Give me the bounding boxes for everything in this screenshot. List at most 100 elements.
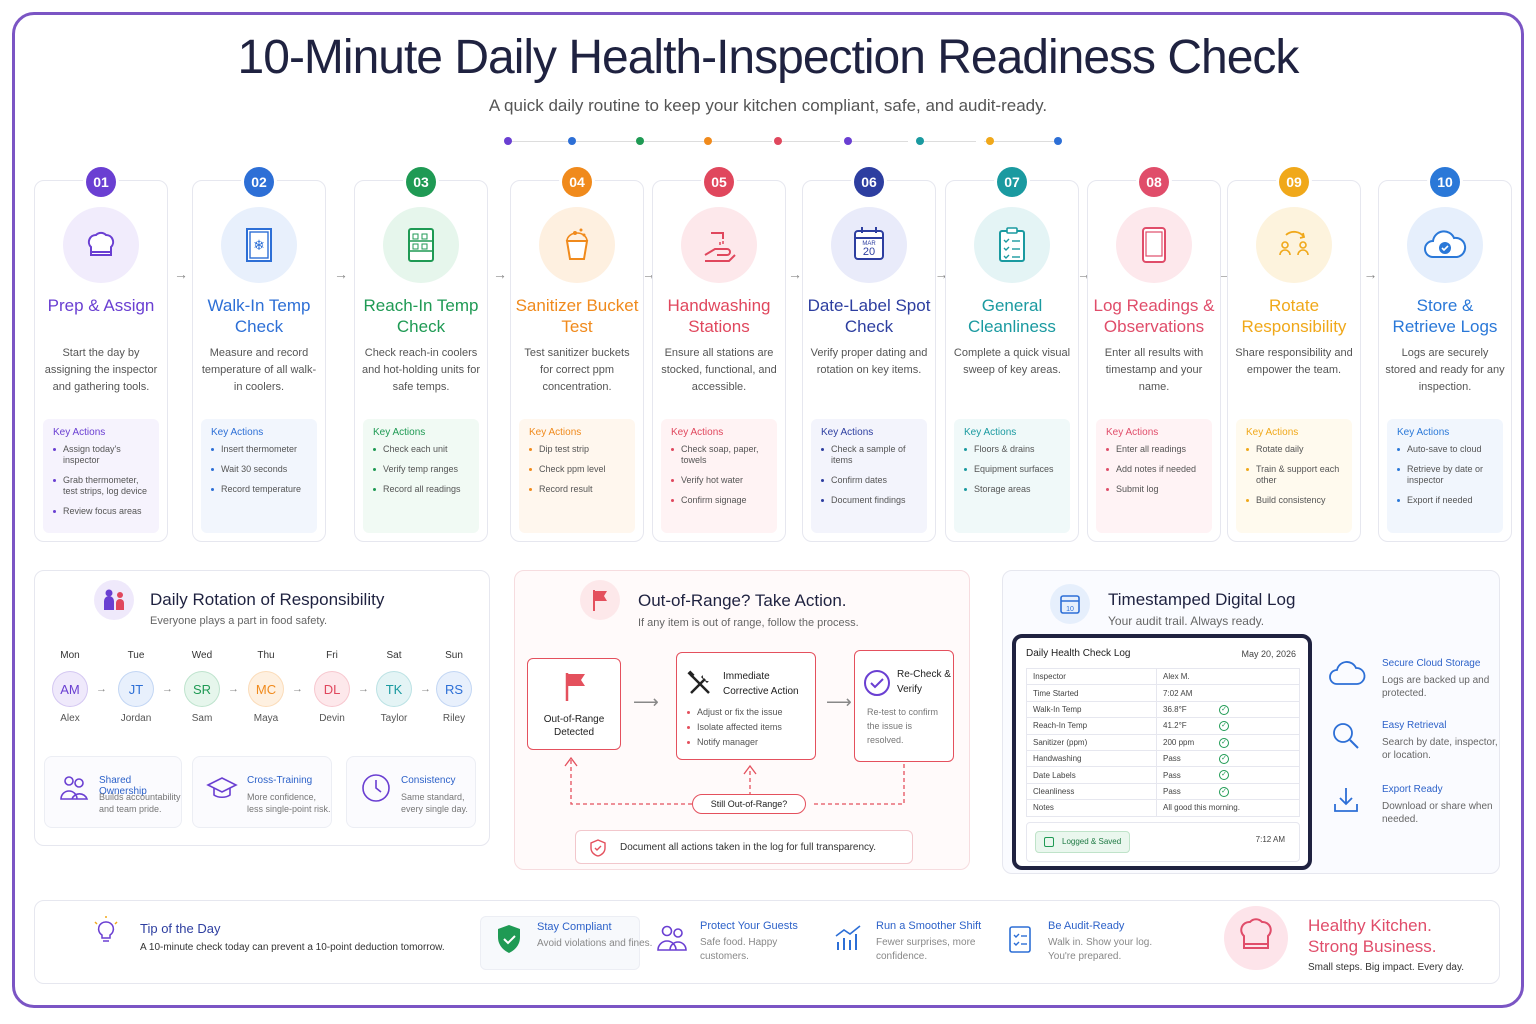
check-icon: ✓ [1219,721,1229,732]
cloud-icon [1326,654,1366,694]
log-value: Pass ✓ [1156,782,1300,801]
rotate-people-icon [1256,207,1332,283]
key-action-item: Auto-save to cloud [1397,444,1493,455]
footer-benefit: Be Audit-Ready Walk in. Show your log. Y… [992,916,1152,970]
saved-time: 7:12 AM [1255,835,1285,844]
card-title: Shared Ownership [99,775,147,797]
logged-saved-badge: Logged & Saved [1035,831,1131,853]
step-title: Reach-In Temp Check [363,296,479,336]
log-label: Notes [1026,799,1157,817]
log-row: Cleanliness Pass ✓ [1026,782,1300,801]
card-desc: More confidence, less single-point risk. [247,792,331,814]
key-action-item: Check each unit [373,444,469,455]
step-card-09: 09 Rotate Responsibility Share responsib… [1227,167,1361,542]
step-description: Test sanitizer buckets for correct ppm c… [524,347,630,393]
footer-benefit: Stay Compliant Avoid violations and fine… [480,916,652,970]
step-description: Enter all results with timestamp and you… [1104,347,1204,393]
avatar: JT [118,671,154,707]
key-actions-box: Key Actions Floors & drains Equipment sur… [954,419,1070,533]
key-actions-title: Key Actions [529,427,582,438]
step-title: Date-Label Spot Check [807,296,931,336]
day-label: Tue [127,650,145,661]
corrective-title: Immediate Corrective Action [723,671,799,697]
calendar-log-icon: 10 [1050,584,1090,624]
key-action-item: Document findings [821,495,917,506]
step-number: 09 [1279,167,1309,197]
rotation-benefit-card: Shared Ownership Builds accountability a… [44,756,182,828]
key-actions-box: Key Actions Enter all readings Add notes … [1096,419,1212,533]
log-row: Inspector Alex M. [1026,667,1300,686]
step-number: 01 [86,167,116,197]
log-date: May 20, 2026 [1241,649,1296,659]
step-card-03: 03 Reach-In Temp Check Check reach-in co… [354,167,488,542]
recheck-title: Re-Check & Verify [897,669,951,695]
log-label: Sanitizer (ppm) [1026,733,1157,751]
step-title: Walk-In Temp Check [207,296,311,336]
step-number: 03 [406,167,436,197]
key-actions-box: Key Actions Auto-save to cloud Retrieve b… [1387,419,1503,533]
log-panel-title: Timestamped Digital Log [1108,590,1296,609]
log-row: Reach-In Temp 41.2°F ✓ [1026,717,1300,735]
key-actions-title: Key Actions [1106,427,1159,438]
key-actions-title: Key Actions [964,427,1017,438]
graduation-cap-icon [205,771,239,805]
step-card-01: 01 Prep & Assign Start the day by assign… [34,167,168,542]
key-action-item: Review focus areas [53,506,149,517]
team-icon [94,580,134,620]
key-actions-title: Key Actions [211,427,264,438]
arrow-right-icon: → [788,266,802,282]
log-footer: Logged & Saved 7:12 AM [1026,822,1300,862]
step-number: 05 [704,167,734,197]
step-title: Log Readings & Observations [1093,296,1215,336]
key-action-item: Check a sample of items [821,444,917,466]
day-label: Mon [60,650,80,661]
walk-in-cooler-icon: ❄ [221,207,297,283]
rotation-day-fri: Fri DL Devin [314,650,350,724]
key-action-item: Dip test strip [529,444,625,455]
loop-lines [564,756,905,805]
rotation-day-sat: Sat TK Taylor [376,650,412,724]
key-action-item: Record all readings [373,484,469,495]
step-number: 04 [562,167,592,197]
rotation-day-thu: Thu MC Maya [248,650,284,724]
card-title: Consistency [401,775,456,786]
key-action-item: Retrieve by date or inspector [1397,464,1493,486]
corrective-item: Adjust or fix the issue [687,705,783,720]
step-card-08: 08 Log Readings & Observations Enter all… [1087,167,1221,542]
log-label: Handwashing [1026,749,1157,768]
key-actions-title: Key Actions [1397,427,1450,438]
log-value: 7:02 AM [1156,684,1300,702]
step-card-10: 10 Store & Retrieve Logs Logs are secure… [1378,167,1512,542]
rotation-benefit-card: Cross-Training More confidence, less sin… [192,756,332,828]
log-table: Inspector Alex M. Time Started 7:02 AM Wal… [1026,667,1300,817]
benefit-desc: Avoid violations and fines. [537,938,653,949]
key-action-item: Build consistency [1246,495,1342,506]
check-icon: ✓ [1219,737,1229,748]
log-value: Pass ✓ [1156,766,1300,784]
arrow-right-icon: → [96,683,107,695]
person-name: Alex [60,713,80,724]
arrow-right-icon: → [292,683,303,695]
corrective-item: Isolate affected items [687,720,783,735]
avatar: MC [248,671,284,707]
lightbulb-icon [88,914,124,950]
red-flag-icon [565,673,585,701]
step-description: Ensure all stations are stocked, functio… [661,347,777,393]
svg-text:❄: ❄ [253,238,265,254]
arrow-right-icon: → [334,266,348,282]
key-actions-box: Key Actions Check a sample of items Confi… [811,419,927,533]
arrow-right-icon: → [162,683,173,695]
still-out-of-range-label: Still Out-of-Range? [692,794,806,814]
benefit-desc: Fewer surprises, more confidence. [876,937,976,962]
detected-label: Out-of-Range Detected [543,714,605,738]
key-action-item: Insert thermometer [211,444,307,455]
progress-dots [500,137,1066,147]
chef-hat-icon [63,207,139,283]
key-action-item: Train & support each other [1246,464,1342,486]
log-panel-subtitle: Your audit trail. Always ready. [1108,614,1265,628]
log-value: All good this morning. [1156,799,1300,817]
benefit-desc: Safe food. Happy customers. [700,937,778,962]
arrow-right-icon: → [1363,266,1378,282]
person-name: Taylor [380,713,408,724]
person-name: Devin [319,713,345,724]
